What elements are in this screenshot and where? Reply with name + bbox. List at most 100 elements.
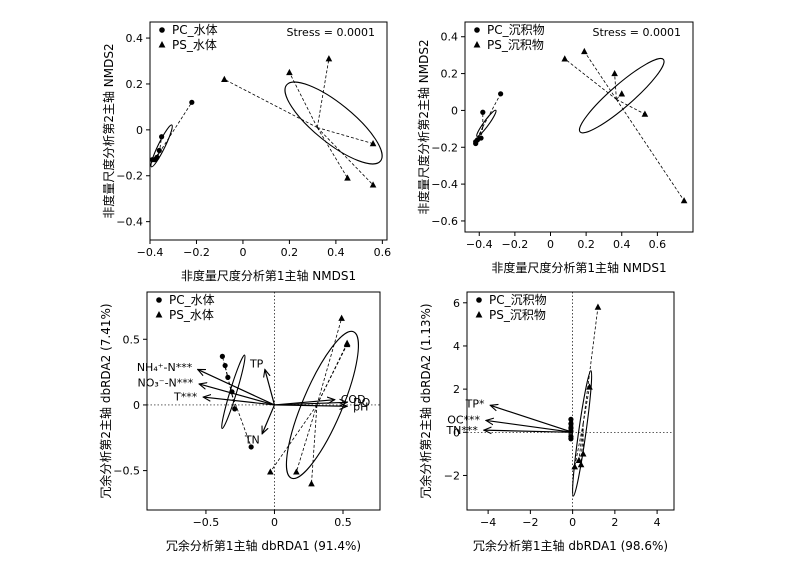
series-PC_水体: [149, 99, 195, 168]
y-tick-label: −0.4: [431, 178, 458, 191]
env-vector-label: NH₄⁺-N***: [137, 361, 193, 374]
data-point-triangle: [611, 69, 618, 77]
data-point-circle: [219, 353, 225, 359]
x-tick-label: 0.6: [374, 246, 392, 259]
env-vector-label: TN***: [445, 424, 478, 437]
y-tick-label: 0: [451, 104, 458, 117]
x-tick-label: 0: [547, 238, 554, 251]
env-vector-arrow: [265, 369, 276, 406]
data-point-triangle: [325, 55, 333, 62]
y-tick-label: 0: [133, 399, 140, 412]
data-point-circle: [568, 436, 574, 442]
y-tick-label: 0: [136, 124, 143, 137]
env-vector-arrow: [484, 430, 573, 432]
legend-circle-icon: [476, 297, 482, 303]
y-tick-label: 0.2: [126, 78, 144, 91]
y-tick-label: 0.4: [126, 32, 144, 45]
y-tick-label: −0.2: [431, 141, 458, 154]
data-point-circle: [248, 444, 254, 450]
x-tick-label: −0.4: [137, 246, 164, 259]
y-tick-label: −0.5: [113, 465, 140, 478]
x-axis-title: 冗余分析第1主轴 dbRDA1 (98.6%): [473, 538, 668, 553]
centroid-spoke: [616, 99, 685, 201]
centroid-spoke: [582, 386, 590, 424]
centroid-spoke: [296, 404, 318, 473]
centroid-spoke: [158, 102, 193, 154]
y-axis-title: 非度量尺度分析第2主轴 NMDS2: [101, 43, 116, 218]
confidence-ellipse: [476, 109, 497, 137]
centroid-spoke: [152, 152, 160, 160]
env-vector-arrow: [198, 369, 275, 406]
data-point-triangle: [594, 303, 602, 310]
x-tick-label: −0.2: [502, 238, 529, 251]
x-tick-label: 0: [239, 246, 246, 259]
env-vector-label: pH: [353, 400, 368, 413]
env-vector-label: DO: [353, 396, 370, 409]
env-vector-label: TP*: [465, 397, 485, 410]
data-point-circle: [232, 406, 238, 412]
data-point-circle: [156, 147, 162, 154]
centroid-spoke: [584, 51, 617, 100]
confidence-ellipse: [285, 330, 359, 480]
data-point-circle: [189, 99, 195, 105]
data-point-triangle: [343, 339, 351, 346]
data-point-triangle: [561, 55, 569, 62]
y-tick-label: −0.2: [116, 170, 143, 183]
stress-annotation: Stress = 0.0001: [286, 26, 375, 39]
data-point-circle: [473, 140, 479, 147]
env-vector-label: TP: [249, 358, 264, 371]
data-point-circle: [568, 416, 574, 422]
env-vector-label: T***: [173, 390, 198, 403]
data-point-circle: [159, 134, 165, 140]
plot-frame: [146, 291, 381, 511]
data-point-triangle: [293, 468, 300, 475]
y-tick-label: 0: [453, 426, 460, 439]
panel-bottom-right: −4 −2 0 2 4 −2 0 2 4 6 冗余分析第1主轴 dbRDA1 (98.6%) 冗余分析…: [418, 291, 675, 553]
y-axis-title: 冗余分析第2主轴 dbRDA2 (7.41%): [98, 303, 113, 498]
legend-circle-icon: [474, 27, 480, 33]
x-axis-title: 非度量尺度分析第1主轴 NMDS1: [491, 260, 666, 275]
panel-top-right: −0.4 −0.2 0 0.2 0.4 0.6 −0.6 −0.4 −0.2 0 0.2 0.4 非度量…: [416, 21, 694, 275]
data-point-triangle: [338, 314, 345, 321]
legend-label: PC_水体: [169, 293, 215, 307]
centroid-spoke: [316, 58, 330, 128]
plot-frame: [466, 291, 675, 511]
centroid-spoke: [582, 307, 599, 424]
series-PS_沉积物: [571, 303, 602, 497]
data-point-triangle: [286, 68, 293, 76]
x-tick-label: 0.2: [577, 238, 595, 251]
centroid-spoke: [574, 423, 584, 467]
centroid-spoke: [224, 79, 318, 128]
legend-label: PS_沉积物: [489, 308, 546, 322]
y-axis-title: 非度量尺度分析第2主轴 NMDS2: [416, 39, 431, 214]
data-point-triangle: [308, 480, 315, 487]
confidence-ellipse: [578, 57, 665, 134]
legend-circle-icon: [159, 27, 165, 33]
confidence-ellipse: [284, 81, 383, 165]
series-PC_水体: [219, 353, 254, 450]
x-tick-label: 0.6: [649, 238, 667, 251]
centroid-spoke: [231, 394, 252, 448]
centroid-spoke: [316, 343, 348, 406]
data-point-circle: [149, 157, 155, 163]
data-point-triangle: [579, 450, 587, 457]
series-PC_沉积物: [568, 416, 574, 442]
x-tick-label: 0.4: [613, 238, 631, 251]
y-tick-label: 0.5: [123, 333, 141, 346]
plot-frame: [149, 21, 388, 241]
x-tick-label: 0.5: [334, 516, 352, 529]
confidence-ellipse: [150, 124, 173, 168]
y-tick-label: 2: [453, 383, 460, 396]
data-point-circle: [222, 362, 228, 369]
data-point-triangle: [641, 110, 649, 117]
data-point-circle: [225, 374, 231, 380]
centroid-spoke: [289, 72, 318, 128]
series-PS_沉积物: [561, 47, 688, 204]
y-tick-label: 0.2: [441, 68, 459, 81]
data-point-triangle: [586, 383, 593, 390]
y-tick-label: −2: [444, 469, 460, 482]
data-point-triangle: [680, 197, 688, 204]
